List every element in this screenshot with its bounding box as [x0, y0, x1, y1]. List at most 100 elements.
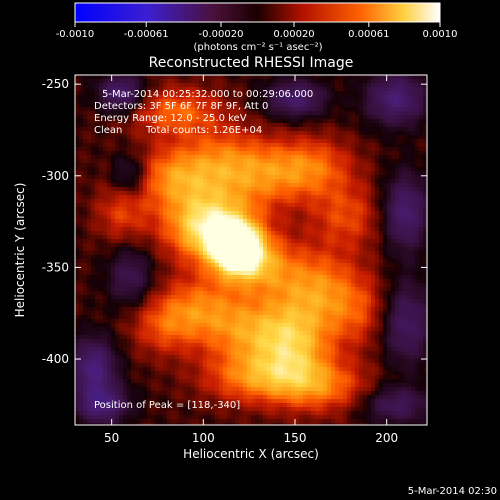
- heatmap-cell: [279, 219, 283, 223]
- heatmap-cell: [399, 103, 403, 107]
- heatmap-cell: [111, 159, 115, 163]
- heatmap-cell: [419, 167, 423, 171]
- heatmap-cell: [171, 99, 175, 103]
- heatmap-cell: [187, 143, 191, 147]
- heatmap-cell: [387, 219, 391, 223]
- heatmap-cell: [299, 123, 303, 127]
- heatmap-cell: [243, 99, 247, 103]
- heatmap-cell: [195, 219, 199, 223]
- heatmap-cell: [107, 215, 111, 219]
- heatmap-cell: [315, 211, 319, 215]
- heatmap-cell: [243, 207, 247, 211]
- heatmap-cell: [167, 103, 171, 107]
- heatmap-cell: [167, 299, 171, 303]
- heatmap-cell: [231, 223, 235, 227]
- heatmap-cell: [83, 255, 87, 259]
- heatmap-cell: [211, 279, 215, 283]
- heatmap-cell: [143, 251, 147, 255]
- heatmap-cell: [139, 287, 143, 291]
- heatmap-cell: [127, 127, 131, 131]
- heatmap-cell: [151, 91, 155, 95]
- heatmap-cell: [215, 91, 219, 95]
- heatmap-cell: [107, 219, 111, 223]
- heatmap-cell: [143, 231, 147, 235]
- colorbar-tick-label: 0.0010: [423, 29, 458, 40]
- heatmap-cell: [331, 263, 335, 267]
- heatmap-cell: [259, 119, 263, 123]
- heatmap-cell: [175, 243, 179, 247]
- heatmap-cell: [395, 211, 399, 215]
- heatmap-cell: [383, 187, 387, 191]
- heatmap-cell: [179, 239, 183, 243]
- heatmap-cell: [355, 191, 359, 195]
- heatmap-cell: [391, 95, 395, 99]
- heatmap-cell: [303, 271, 307, 275]
- heatmap-cell: [319, 291, 323, 295]
- heatmap-cell: [387, 75, 391, 79]
- heatmap-cell: [103, 187, 107, 191]
- heatmap-cell: [395, 155, 399, 159]
- heatmap-cell: [199, 79, 203, 83]
- heatmap-cell: [167, 247, 171, 251]
- heatmap-cell: [291, 131, 295, 135]
- heatmap-cell: [247, 239, 251, 243]
- heatmap-cell: [87, 299, 91, 303]
- heatmap-cell: [75, 299, 79, 303]
- heatmap-cell: [103, 235, 107, 239]
- heatmap-cell: [335, 95, 339, 99]
- heatmap-cell: [119, 275, 123, 279]
- heatmap-cell: [235, 151, 239, 155]
- heatmap-cell: [295, 147, 299, 151]
- heatmap-cell: [347, 191, 351, 195]
- heatmap-cell: [407, 151, 411, 155]
- heatmap-cell: [347, 87, 351, 91]
- heatmap-cell: [239, 143, 243, 147]
- heatmap-cell: [183, 167, 187, 171]
- heatmap-cell: [91, 283, 95, 287]
- heatmap-cell: [267, 183, 271, 187]
- heatmap-cell: [391, 103, 395, 107]
- heatmap-cell: [343, 243, 347, 247]
- heatmap-cell: [107, 147, 111, 151]
- heatmap-cell: [143, 127, 147, 131]
- heatmap-cell: [343, 167, 347, 171]
- heatmap-cell: [91, 187, 95, 191]
- heatmap-cell: [287, 175, 291, 179]
- heatmap-cell: [371, 183, 375, 187]
- heatmap-cell: [327, 247, 331, 251]
- heatmap-cell: [383, 271, 387, 275]
- heatmap-cell: [159, 287, 163, 291]
- heatmap-cell: [259, 99, 263, 103]
- heatmap-cell: [275, 199, 279, 203]
- heatmap-cell: [175, 147, 179, 151]
- heatmap-cell: [103, 123, 107, 127]
- heatmap-cell: [111, 111, 115, 115]
- heatmap-cell: [143, 183, 147, 187]
- heatmap-cell: [319, 231, 323, 235]
- heatmap-cell: [135, 291, 139, 295]
- heatmap-cell: [359, 227, 363, 231]
- heatmap-cell: [135, 219, 139, 223]
- heatmap-cell: [151, 139, 155, 143]
- heatmap-cell: [299, 263, 303, 267]
- heatmap-cell: [143, 179, 147, 183]
- heatmap-cell: [87, 271, 91, 275]
- heatmap-cell: [111, 83, 115, 87]
- heatmap-cell: [143, 95, 147, 99]
- heatmap-cell: [239, 183, 243, 187]
- heatmap-cell: [239, 259, 243, 263]
- heatmap-cell: [419, 259, 423, 263]
- heatmap-cell: [135, 91, 139, 95]
- heatmap-cell: [199, 195, 203, 199]
- heatmap-cell: [351, 271, 355, 275]
- heatmap-cell: [75, 147, 79, 151]
- heatmap-cell: [335, 171, 339, 175]
- heatmap-cell: [131, 243, 135, 247]
- heatmap-cell: [143, 147, 147, 151]
- heatmap-cell: [291, 287, 295, 291]
- heatmap-cell: [183, 299, 187, 303]
- heatmap-cell: [123, 199, 127, 203]
- heatmap-cell: [415, 199, 419, 203]
- heatmap-cell: [175, 239, 179, 243]
- heatmap-cell: [339, 291, 343, 295]
